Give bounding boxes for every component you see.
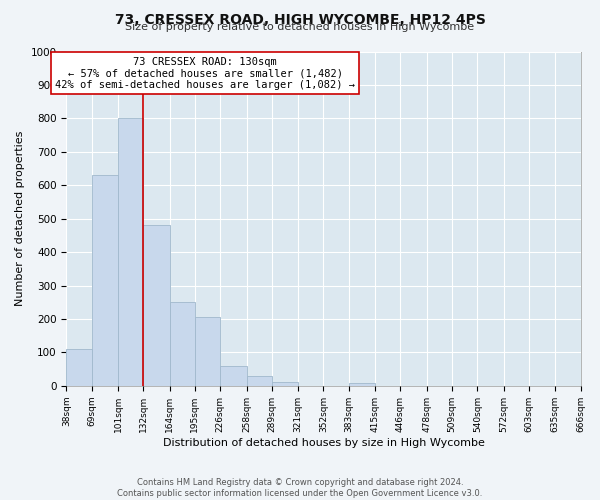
Text: 73, CRESSEX ROAD, HIGH WYCOMBE, HP12 4PS: 73, CRESSEX ROAD, HIGH WYCOMBE, HP12 4PS	[115, 12, 485, 26]
Bar	[67, 349, 92, 386]
Bar	[349, 382, 375, 386]
Y-axis label: Number of detached properties: Number of detached properties	[15, 131, 25, 306]
Text: Contains HM Land Registry data © Crown copyright and database right 2024.
Contai: Contains HM Land Registry data © Crown c…	[118, 478, 482, 498]
Bar	[92, 175, 118, 386]
Text: 73 CRESSEX ROAD: 130sqm
← 57% of detached houses are smaller (1,482)
42% of semi: 73 CRESSEX ROAD: 130sqm ← 57% of detache…	[55, 56, 355, 90]
Bar	[272, 382, 298, 386]
Bar	[195, 318, 220, 386]
Text: Size of property relative to detached houses in High Wycombe: Size of property relative to detached ho…	[125, 22, 475, 32]
Bar	[143, 226, 170, 386]
Bar	[220, 366, 247, 386]
Bar	[247, 376, 272, 386]
Bar	[170, 302, 195, 386]
X-axis label: Distribution of detached houses by size in High Wycombe: Distribution of detached houses by size …	[163, 438, 484, 448]
Bar	[118, 118, 143, 386]
